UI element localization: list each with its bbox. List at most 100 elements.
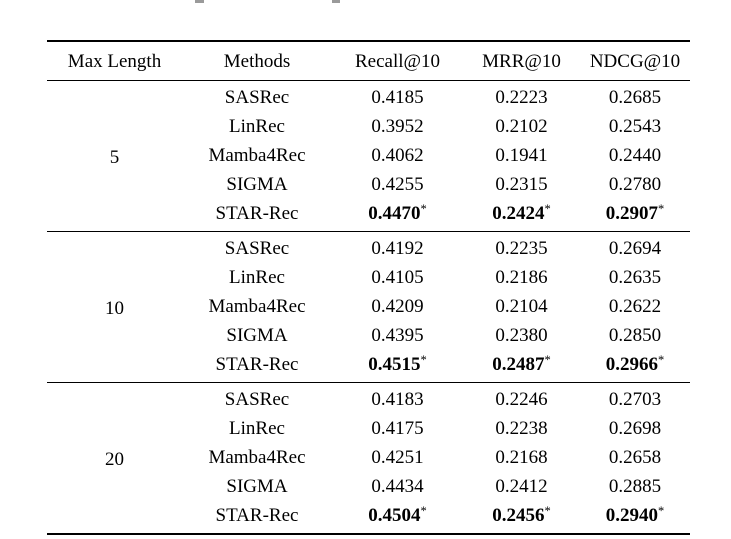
table-row: STAR-Rec 0.4515* 0.2487* 0.2966* [47, 350, 690, 383]
table-row: SIGMA 0.4434 0.2412 0.2885 [47, 472, 690, 501]
column-header-mrr: MRR@10 [463, 41, 580, 81]
metric-cell-mrr: 0.2412 [495, 476, 548, 497]
table-row: LinRec 0.3952 0.2102 0.2543 [47, 112, 690, 141]
significance-marker: * [658, 504, 665, 518]
significance-marker: * [420, 202, 427, 216]
table-row: LinRec 0.4105 0.2186 0.2635 [47, 263, 690, 292]
metric-cell-mrr: 0.2238 [495, 418, 548, 439]
column-header-method: Methods [182, 41, 332, 81]
metric-cell-mrr: 0.2487* [463, 350, 580, 383]
table-row: 20 SASRec 0.4183 0.2246 0.2703 [47, 382, 690, 534]
method-cell: SASRec [224, 87, 290, 108]
metric-cell-ndcg: 0.2635 [608, 267, 662, 288]
best-value: 0.2487 [492, 354, 545, 375]
metric-cell-ndcg: 0.2780 [608, 174, 662, 195]
caption-remnant-mark [195, 0, 204, 3]
metric-cell-ndcg: 0.2658 [608, 447, 662, 468]
column-header-ndcg: NDCG@10 [580, 41, 690, 81]
method-cell: STAR-Rec [215, 354, 299, 375]
metric-cell-recall: 0.4395 [371, 325, 424, 346]
best-value: 0.4504 [368, 505, 421, 526]
metric-cell-recall: 0.4209 [371, 296, 424, 317]
method-cell: SIGMA [226, 325, 288, 346]
significance-marker: * [658, 353, 665, 367]
method-cell: SIGMA [226, 476, 288, 497]
max-length-cell: 10 [47, 231, 182, 383]
metric-cell-ndcg: 0.2698 [608, 418, 662, 439]
metric-cell-ndcg: 0.2907* [580, 199, 690, 232]
method-cell: SIGMA [226, 174, 288, 195]
table-row: Mamba4Rec 0.4251 0.2168 0.2658 [47, 443, 690, 472]
metric-cell-mrr: 0.2186 [495, 267, 548, 288]
metric-cell-mrr: 0.2380 [495, 325, 548, 346]
caption-remnant-mark [332, 0, 340, 3]
table-row: Mamba4Rec 0.4209 0.2104 0.2622 [47, 292, 690, 321]
table-row: SIGMA 0.4395 0.2380 0.2850 [47, 321, 690, 350]
metric-cell-recall: 0.3952 [371, 116, 424, 137]
metric-cell-recall: 0.4515* [332, 350, 463, 383]
metric-cell-recall: 0.4183 [332, 382, 463, 414]
metric-cell-ndcg: 0.2440 [608, 145, 662, 166]
table-row: STAR-Rec 0.4470* 0.2424* 0.2907* [47, 199, 690, 232]
significance-marker: * [544, 353, 551, 367]
best-value: 0.2966 [605, 354, 658, 375]
metric-cell-recall: 0.4192 [332, 231, 463, 263]
max-length-cell: 5 [109, 146, 120, 168]
metric-cell-recall: 0.4062 [371, 145, 424, 166]
metric-cell-mrr: 0.2223 [495, 87, 548, 108]
method-cell: Mamba4Rec [208, 145, 306, 166]
metric-cell-mrr: 0.1941 [495, 145, 548, 166]
table-row: LinRec 0.4175 0.2238 0.2698 [47, 414, 690, 443]
metric-cell-recall: 0.4470* [332, 199, 463, 232]
results-table: Max Length Methods Recall@10 MRR@10 NDCG@10 … [47, 40, 690, 535]
metric-cell-mrr: 0.2246 [463, 382, 580, 414]
column-header-recall: Recall@10 [332, 41, 463, 81]
best-value: 0.2424 [492, 203, 545, 224]
metric-cell-mrr: 0.2104 [495, 296, 548, 317]
header-row: Max Length Methods Recall@10 MRR@10 NDCG@10 [47, 41, 690, 81]
metric-cell-ndcg: 0.2940* [580, 501, 690, 534]
metric-cell-ndcg: 0.2694 [580, 231, 690, 263]
metric-cell-ndcg: 0.2622 [608, 296, 662, 317]
significance-marker: * [658, 202, 665, 216]
method-cell: LinRec [229, 116, 285, 137]
metric-cell-mrr: 0.2168 [495, 447, 548, 468]
metric-cell-recall: 0.4434 [371, 476, 424, 497]
metric-cell-mrr: 0.2102 [495, 116, 548, 137]
metric-cell-mrr: 0.2424* [463, 199, 580, 232]
metric-cell-recall: 0.4504* [332, 501, 463, 534]
metric-cell-ndcg: 0.2885 [608, 476, 662, 497]
metric-cell-ndcg: 0.2966* [580, 350, 690, 383]
metric-cell-recall: 0.4175 [371, 418, 424, 439]
significance-marker: * [420, 504, 427, 518]
metric-cell-mrr: 0.2456* [463, 501, 580, 534]
best-value: 0.2940 [605, 505, 658, 526]
best-value: 0.4515 [368, 354, 421, 375]
table-row: STAR-Rec 0.4504* 0.2456* 0.2940* [47, 501, 690, 534]
method-cell: LinRec [229, 418, 285, 439]
metric-cell-recall: 0.4255 [371, 174, 424, 195]
metric-cell-ndcg: 0.2850 [608, 325, 662, 346]
metric-cell-ndcg: 0.2543 [608, 116, 662, 137]
max-length-cell: 20 [47, 382, 182, 534]
method-cell: LinRec [229, 267, 285, 288]
metric-cell-recall: 0.4105 [371, 267, 424, 288]
metric-cell-recall: 0.4185 [371, 87, 424, 108]
table-row: Mamba4Rec 0.4062 0.1941 0.2440 [47, 141, 690, 170]
method-cell: STAR-Rec [215, 203, 299, 224]
table-header: Max Length Methods Recall@10 MRR@10 NDCG@10 [47, 41, 690, 81]
table-body: 5 SASRec 0.4185 0.2223 0.2685 LinRec 0.3952 0.2… [47, 81, 690, 534]
metric-cell-mrr: 0.2235 [463, 231, 580, 263]
significance-marker: * [544, 202, 551, 216]
metric-cell-ndcg: 0.2703 [580, 382, 690, 414]
table-row: 10 SASRec 0.4192 0.2235 0.2694 [47, 231, 690, 383]
best-value: 0.4470 [368, 203, 421, 224]
method-cell: STAR-Rec [215, 505, 299, 526]
best-value: 0.2456 [492, 505, 545, 526]
significance-marker: * [544, 504, 551, 518]
results-table-container: Max Length Methods Recall@10 MRR@10 NDCG@10 … [47, 40, 690, 535]
metric-cell-recall: 0.4251 [371, 447, 424, 468]
table-row: 5 SASRec 0.4185 0.2223 0.2685 [47, 81, 690, 166]
column-header-max_length: Max Length [47, 41, 182, 81]
method-cell: Mamba4Rec [208, 296, 306, 317]
